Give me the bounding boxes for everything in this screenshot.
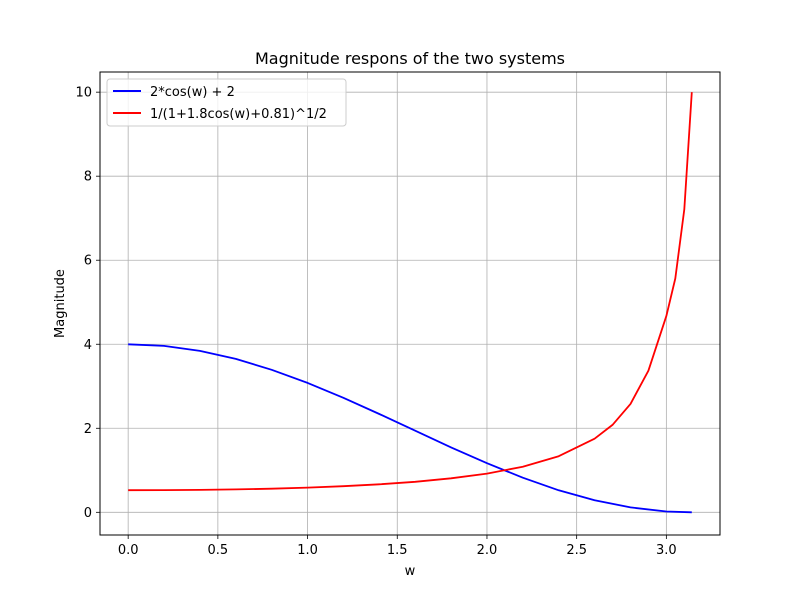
x-tick-label: 0.0 xyxy=(118,543,139,558)
plot-frame xyxy=(99,71,721,536)
y-tick-label: 10 xyxy=(75,86,92,101)
y-tick-label: 2 xyxy=(84,422,92,437)
x-tick-label: 2.0 xyxy=(477,543,498,558)
x-tick-label: 0.5 xyxy=(208,543,229,558)
x-tick-label: 1.5 xyxy=(387,543,408,558)
grid xyxy=(100,72,720,535)
y-axis-label: Magnitude xyxy=(53,269,68,338)
legend-label-reciprocal: 1/(1+1.8cos(w)+0.81)^1/2 xyxy=(150,107,327,122)
series-line-reciprocal xyxy=(128,92,693,492)
x-tick-label: 3.0 xyxy=(656,543,677,558)
y-tick-label: 4 xyxy=(84,338,92,353)
series-layer xyxy=(128,92,693,514)
legend-box xyxy=(106,78,347,127)
series-line-cosine xyxy=(128,343,692,514)
y-tick-label: 8 xyxy=(84,170,92,185)
ticks: 0.0 0.5 1.0 1.5 2.0 2.5 3.0 0 2 4 6 8 10 xyxy=(75,86,676,558)
legend-label-cosine: 2*cos(w) + 2 xyxy=(150,85,235,100)
x-axis-label: w xyxy=(405,564,416,579)
y-tick-label: 0 xyxy=(84,506,92,521)
x-tick-label: 2.5 xyxy=(566,543,587,558)
y-tick-label: 6 xyxy=(84,254,92,269)
legend: 2*cos(w) + 2 1/(1+1.8cos(w)+0.81)^1/2 xyxy=(106,78,347,127)
x-tick-label: 1.0 xyxy=(297,543,318,558)
chart-title: Magnitude respons of the two systems xyxy=(255,49,565,68)
